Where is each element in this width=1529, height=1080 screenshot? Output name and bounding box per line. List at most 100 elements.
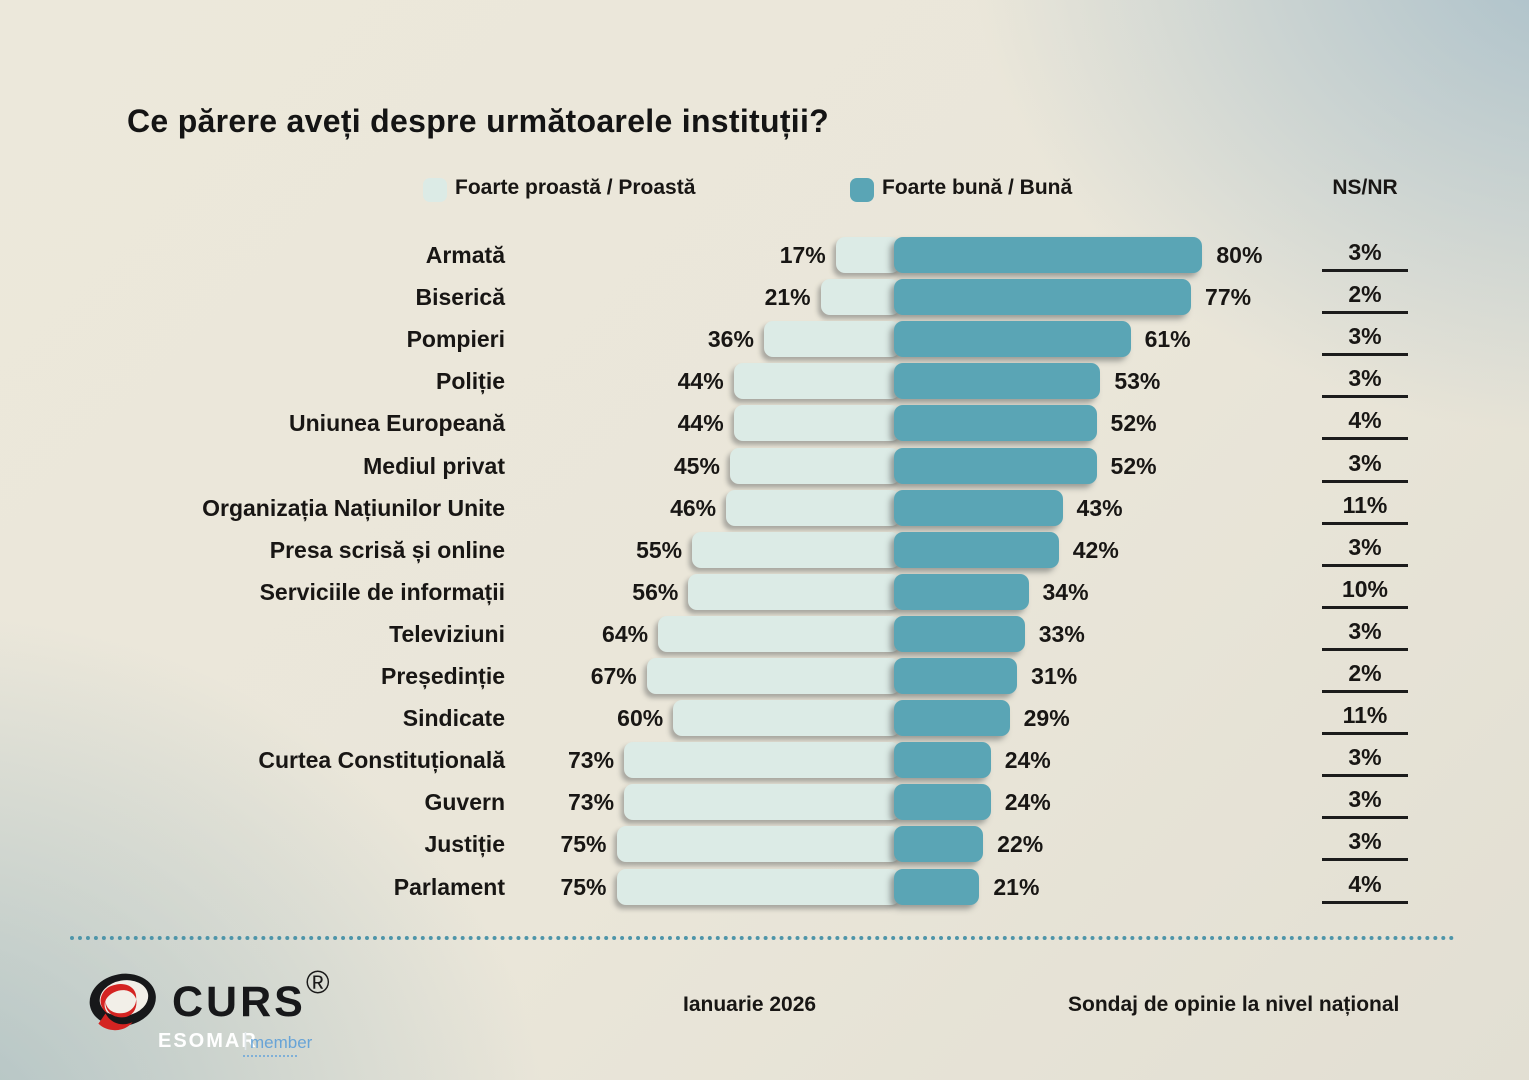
nsnr-value: 3% bbox=[1322, 319, 1408, 357]
bad-value: 75% bbox=[560, 873, 607, 900]
esomar-tagline-line bbox=[243, 1055, 297, 1057]
institution-label: Poliție bbox=[435, 368, 505, 395]
curs-logo-icon bbox=[89, 973, 156, 1031]
good-bar bbox=[894, 321, 1131, 358]
institution-label: Pompieri bbox=[406, 326, 505, 353]
institution-label: Președinție bbox=[381, 663, 505, 689]
chart-row: Presa scrisă și online 55% 42% 3% bbox=[0, 530, 1529, 572]
good-bar bbox=[894, 237, 1203, 273]
nsnr-value: 3% bbox=[1322, 824, 1408, 862]
good-value: 53% bbox=[1114, 368, 1161, 395]
separator-line bbox=[70, 936, 1455, 940]
good-bar bbox=[894, 279, 1192, 316]
bad-bar bbox=[729, 447, 900, 484]
good-value: 33% bbox=[1038, 620, 1085, 647]
nsnr-column-header: NS/NR bbox=[1332, 176, 1398, 199]
chart-row: Poliție 44% 53% 3% bbox=[0, 361, 1529, 403]
good-bar bbox=[894, 405, 1097, 442]
institution-label: Organizația Națiunilor Unite bbox=[202, 494, 505, 521]
good-bar bbox=[894, 868, 980, 905]
survey-scope-note: Sondaj de opinie la nivel național bbox=[1068, 993, 1400, 1016]
good-bar bbox=[894, 658, 1018, 694]
institution-label: Televiziuni bbox=[389, 620, 505, 647]
good-bar bbox=[894, 447, 1097, 484]
nsnr-value: 3% bbox=[1322, 446, 1408, 483]
esomar-member-label: member bbox=[250, 1033, 313, 1052]
nsnr-value: 3% bbox=[1322, 235, 1408, 272]
chart-row: Justiție 75% 22% 3% bbox=[0, 824, 1529, 866]
chart-row: Uniunea Europeană 44% 52% 4% bbox=[0, 403, 1529, 445]
good-value: 24% bbox=[1004, 747, 1051, 774]
good-value: 34% bbox=[1042, 578, 1089, 605]
institution-label: Serviciile de informații bbox=[259, 578, 505, 605]
institution-label: Parlament bbox=[393, 873, 505, 900]
chart-row: Televiziuni 64% 33% 3% bbox=[0, 614, 1529, 656]
bad-value: 64% bbox=[602, 620, 649, 647]
nsnr-value: 10% bbox=[1322, 572, 1408, 609]
bad-bar bbox=[820, 279, 900, 316]
good-value: 31% bbox=[1031, 663, 1078, 689]
good-bar bbox=[894, 531, 1059, 568]
institution-label: Presa scrisă și online bbox=[269, 536, 505, 563]
chart-row: Președinție 67% 31% 2% bbox=[0, 656, 1529, 698]
bad-value: 55% bbox=[636, 536, 683, 563]
bad-value: 44% bbox=[677, 410, 724, 437]
legend-swatch-good-icon bbox=[850, 178, 874, 202]
registered-trademark-icon: ® bbox=[306, 964, 330, 1000]
good-value: 42% bbox=[1072, 536, 1119, 563]
chart-row: Armată 17% 80% 3% bbox=[0, 235, 1529, 277]
good-bar bbox=[894, 363, 1101, 400]
esomar-separator: | bbox=[243, 1030, 248, 1051]
bad-bar bbox=[726, 489, 900, 526]
institution-label: Curtea Constituțională bbox=[258, 747, 505, 774]
good-bar bbox=[894, 826, 984, 863]
good-value: 22% bbox=[997, 831, 1044, 858]
bad-bar bbox=[673, 700, 900, 737]
legend-label-bad: Foarte proastă / Proastă bbox=[455, 176, 696, 199]
bad-value: 46% bbox=[670, 494, 717, 521]
bad-bar bbox=[616, 868, 900, 905]
nsnr-value: 4% bbox=[1322, 867, 1408, 904]
nsnr-value: 3% bbox=[1322, 530, 1408, 567]
institution-label: Uniunea Europeană bbox=[289, 410, 505, 437]
institution-label: Mediul privat bbox=[363, 452, 505, 479]
bad-value: 67% bbox=[590, 663, 637, 689]
bad-bar bbox=[688, 573, 900, 610]
good-bar bbox=[894, 742, 991, 779]
bad-bar bbox=[763, 321, 900, 358]
bad-bar bbox=[733, 363, 900, 400]
institution-label: Justiție bbox=[424, 831, 505, 858]
nsnr-value: 11% bbox=[1322, 698, 1408, 736]
good-bar bbox=[894, 615, 1025, 652]
bad-bar bbox=[733, 405, 900, 442]
chart-row: Serviciile de informații 56% 34% 10% bbox=[0, 572, 1529, 614]
survey-date: Ianuarie 2026 bbox=[683, 993, 817, 1016]
chart-row: Parlament 75% 21% 4% bbox=[0, 867, 1529, 909]
chart-row: Pompieri 36% 61% 3% bbox=[0, 319, 1529, 361]
good-value: 61% bbox=[1144, 326, 1191, 353]
bad-bar bbox=[624, 784, 900, 821]
nsnr-value: 3% bbox=[1322, 361, 1408, 399]
chart-row: Mediul privat 45% 52% 3% bbox=[0, 446, 1529, 488]
good-value: 77% bbox=[1205, 284, 1252, 311]
bad-value: 73% bbox=[568, 789, 615, 816]
curs-logo-text: CURS bbox=[172, 978, 306, 1026]
good-value: 21% bbox=[993, 873, 1040, 900]
nsnr-value: 3% bbox=[1322, 740, 1408, 778]
nsnr-value: 11% bbox=[1322, 488, 1408, 525]
page-title: Ce părere aveți despre următoarele insti… bbox=[127, 103, 830, 139]
good-value: 29% bbox=[1023, 705, 1070, 732]
bad-bar bbox=[835, 237, 900, 273]
bad-value: 75% bbox=[560, 831, 607, 858]
bad-bar bbox=[658, 615, 900, 652]
chart-row: Organizația Națiunilor Unite 46% 43% 11% bbox=[0, 488, 1529, 530]
nsnr-value: 3% bbox=[1322, 614, 1408, 651]
bad-value: 56% bbox=[632, 578, 679, 605]
bad-value: 45% bbox=[673, 452, 720, 479]
good-bar bbox=[894, 784, 991, 821]
bad-value: 44% bbox=[677, 368, 724, 395]
bad-value: 73% bbox=[568, 747, 615, 774]
legend-label-good: Foarte bună / Bună bbox=[882, 176, 1073, 199]
institution-label: Armată bbox=[425, 242, 505, 268]
legend-swatch-bad-icon bbox=[423, 178, 447, 202]
